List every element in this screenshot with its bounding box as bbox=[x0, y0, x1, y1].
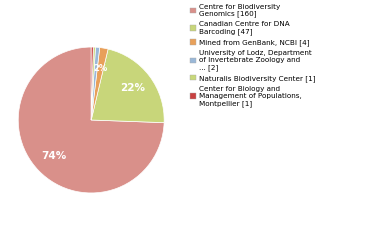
Legend: Centre for Biodiversity
Genomics [160], Canadian Centre for DNA
Barcoding [47], : Centre for Biodiversity Genomics [160], … bbox=[190, 4, 316, 107]
Wedge shape bbox=[91, 47, 95, 120]
Wedge shape bbox=[91, 47, 93, 120]
Text: 2%: 2% bbox=[93, 64, 108, 73]
Wedge shape bbox=[91, 47, 100, 120]
Text: 22%: 22% bbox=[120, 83, 146, 93]
Wedge shape bbox=[91, 48, 108, 120]
Text: 74%: 74% bbox=[41, 151, 66, 162]
Wedge shape bbox=[91, 49, 164, 123]
Wedge shape bbox=[18, 47, 164, 193]
